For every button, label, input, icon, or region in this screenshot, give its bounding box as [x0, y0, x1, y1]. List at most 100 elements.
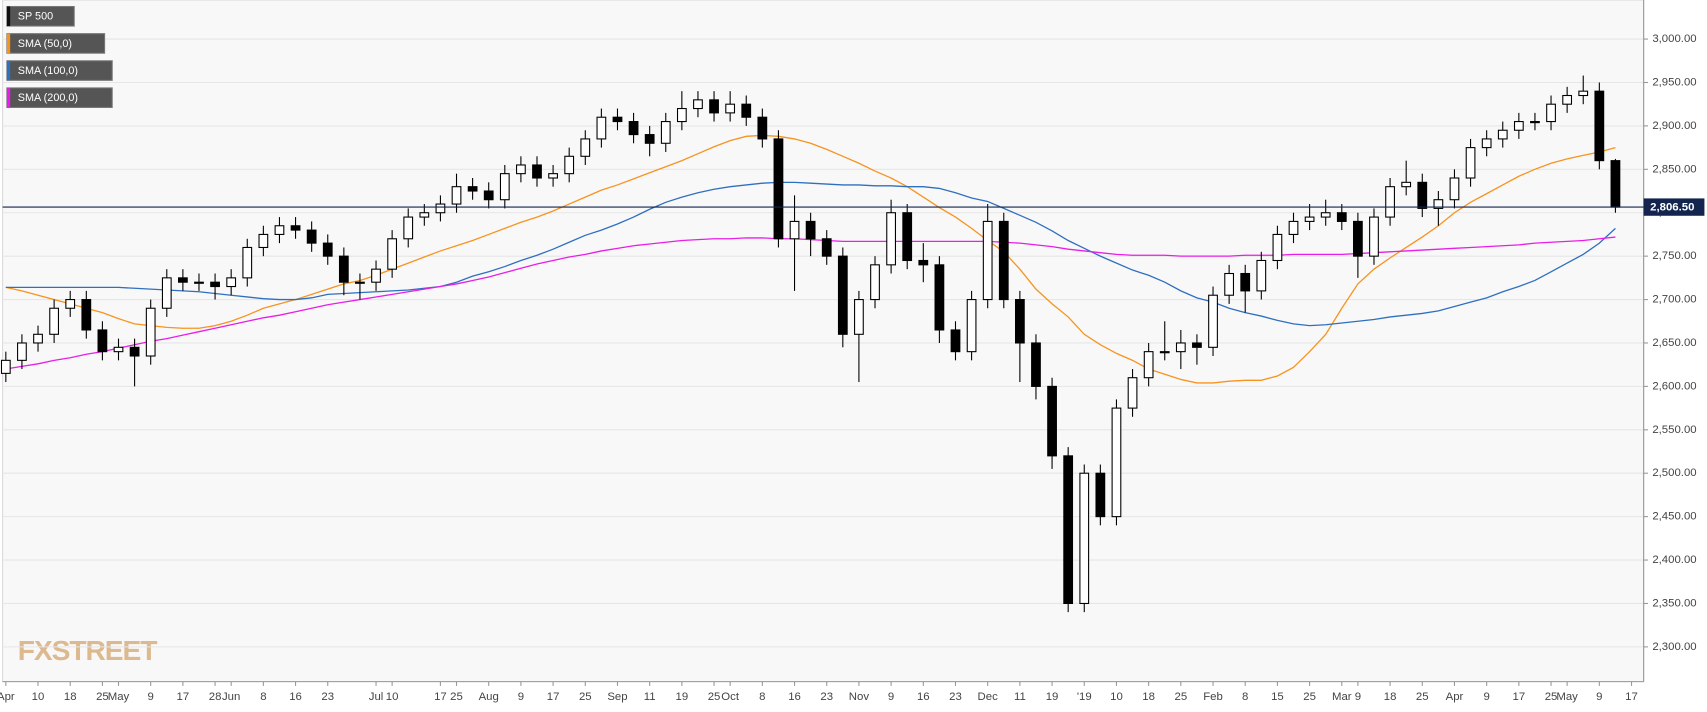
candle-body	[258, 233, 269, 249]
candle-body	[1530, 121, 1540, 124]
candle-body	[1192, 342, 1202, 348]
candle-body	[1175, 342, 1186, 353]
candle-body	[274, 225, 285, 235]
x-tick-label: 16	[917, 691, 930, 703]
candle-body	[789, 220, 800, 240]
y-tick-label: 2,650.00	[1652, 337, 1696, 349]
candle-body	[1369, 216, 1379, 257]
candle-body	[1465, 147, 1476, 179]
candle-body	[338, 255, 349, 283]
x-tick-label: Oct	[721, 691, 740, 703]
candle-body	[1336, 212, 1347, 222]
x-tick-label: Jul	[369, 691, 384, 703]
candle-body	[564, 155, 575, 175]
x-tick-label: 8	[759, 691, 765, 703]
x-tick-label: 25	[1416, 691, 1429, 703]
x-tick-label: Dec	[978, 691, 999, 703]
candle-body	[355, 281, 365, 284]
candle-body	[773, 138, 784, 240]
x-tick-label: Apr	[1446, 691, 1464, 703]
candle-body	[1353, 220, 1363, 257]
x-tick-label: 25	[96, 691, 109, 703]
candle-body	[33, 333, 43, 344]
x-tick-label: 16	[289, 691, 302, 703]
legend-label: SMA (100,0)	[18, 65, 78, 77]
x-tick-label: 25	[1303, 691, 1316, 703]
x-tick-label: 23	[949, 691, 962, 703]
candle-body	[1159, 351, 1170, 354]
y-tick-label: 2,550.00	[1652, 424, 1696, 436]
candle-body	[210, 281, 220, 288]
x-tick-label: Apr	[0, 691, 15, 703]
x-tick-label: 28	[209, 691, 222, 703]
legend-item: SMA (200,0)	[6, 87, 113, 108]
x-tick-label: 10	[1110, 691, 1123, 703]
candle-body	[837, 255, 848, 335]
x-tick-label: 25	[1545, 691, 1558, 703]
sma-line	[5, 134, 1616, 384]
candle-body	[49, 307, 60, 335]
x-tick-label: 25	[1175, 691, 1188, 703]
x-tick-label: May	[1556, 691, 1578, 703]
candle-body	[1047, 385, 1057, 457]
candle-body	[805, 220, 816, 240]
candle-body	[1320, 212, 1331, 218]
y-tick-label: 2,450.00	[1652, 511, 1696, 523]
x-tick-label: 10	[386, 691, 399, 703]
candle-body	[1256, 259, 1267, 292]
y-tick-label: 2,600.00	[1652, 380, 1696, 392]
x-tick-label: 17	[177, 691, 190, 703]
x-tick-label: 17	[1513, 691, 1526, 703]
candle-body	[1272, 233, 1283, 262]
x-tick-label: 19	[1046, 691, 1059, 703]
x-tick-label: 9	[1483, 691, 1489, 703]
candle-body	[998, 220, 1009, 301]
candle-body	[113, 346, 124, 353]
x-tick-label: Mar	[1332, 691, 1352, 703]
candle-body	[1079, 472, 1090, 605]
x-tick-label: 11	[1014, 691, 1026, 703]
candle-body	[934, 264, 945, 331]
y-tick-label: 2,300.00	[1652, 641, 1696, 653]
candle-body	[741, 103, 752, 118]
x-tick-label: 18	[64, 691, 77, 703]
candle-body	[693, 99, 703, 110]
candle-body	[178, 277, 188, 283]
x-tick-label: 8	[260, 691, 266, 703]
candle-body	[242, 246, 253, 279]
candle-body	[612, 116, 623, 123]
candle-body	[580, 138, 591, 157]
candle-body	[435, 203, 446, 214]
legend-item: SP 500	[6, 5, 75, 27]
x-tick-label: 17	[434, 691, 447, 703]
legend-label: SP 500	[18, 11, 53, 23]
candle-body	[403, 216, 414, 240]
candle-body	[1143, 351, 1154, 379]
candle-body	[371, 268, 381, 283]
x-tick-label: 23	[321, 691, 334, 703]
candle-body	[644, 134, 655, 144]
x-tick-label: 16	[788, 691, 801, 703]
x-tick-label: Jun	[222, 691, 240, 703]
legend-label: SMA (50,0)	[18, 38, 72, 50]
x-tick-label: 9	[888, 691, 894, 703]
candle-body	[628, 121, 639, 136]
x-tick-label: 25	[450, 691, 463, 703]
legend-item: SMA (50,0)	[6, 33, 106, 54]
candle-body	[467, 186, 478, 192]
candle-body	[1401, 181, 1412, 188]
candle-body	[145, 307, 156, 357]
watermark: FXSTREET	[18, 634, 157, 666]
legend-swatch	[6, 87, 11, 108]
candle-body	[1095, 472, 1106, 518]
x-tick-label: Feb	[1203, 691, 1223, 703]
candle-body	[1208, 294, 1218, 348]
x-tick-label: 18	[1142, 691, 1155, 703]
candle-body	[854, 299, 864, 335]
candle-body	[1288, 220, 1299, 235]
legend-label: SMA (200,0)	[18, 92, 78, 104]
candle-body	[821, 238, 832, 257]
candle-body	[1546, 103, 1556, 123]
y-tick-label: 2,700.00	[1652, 294, 1696, 306]
